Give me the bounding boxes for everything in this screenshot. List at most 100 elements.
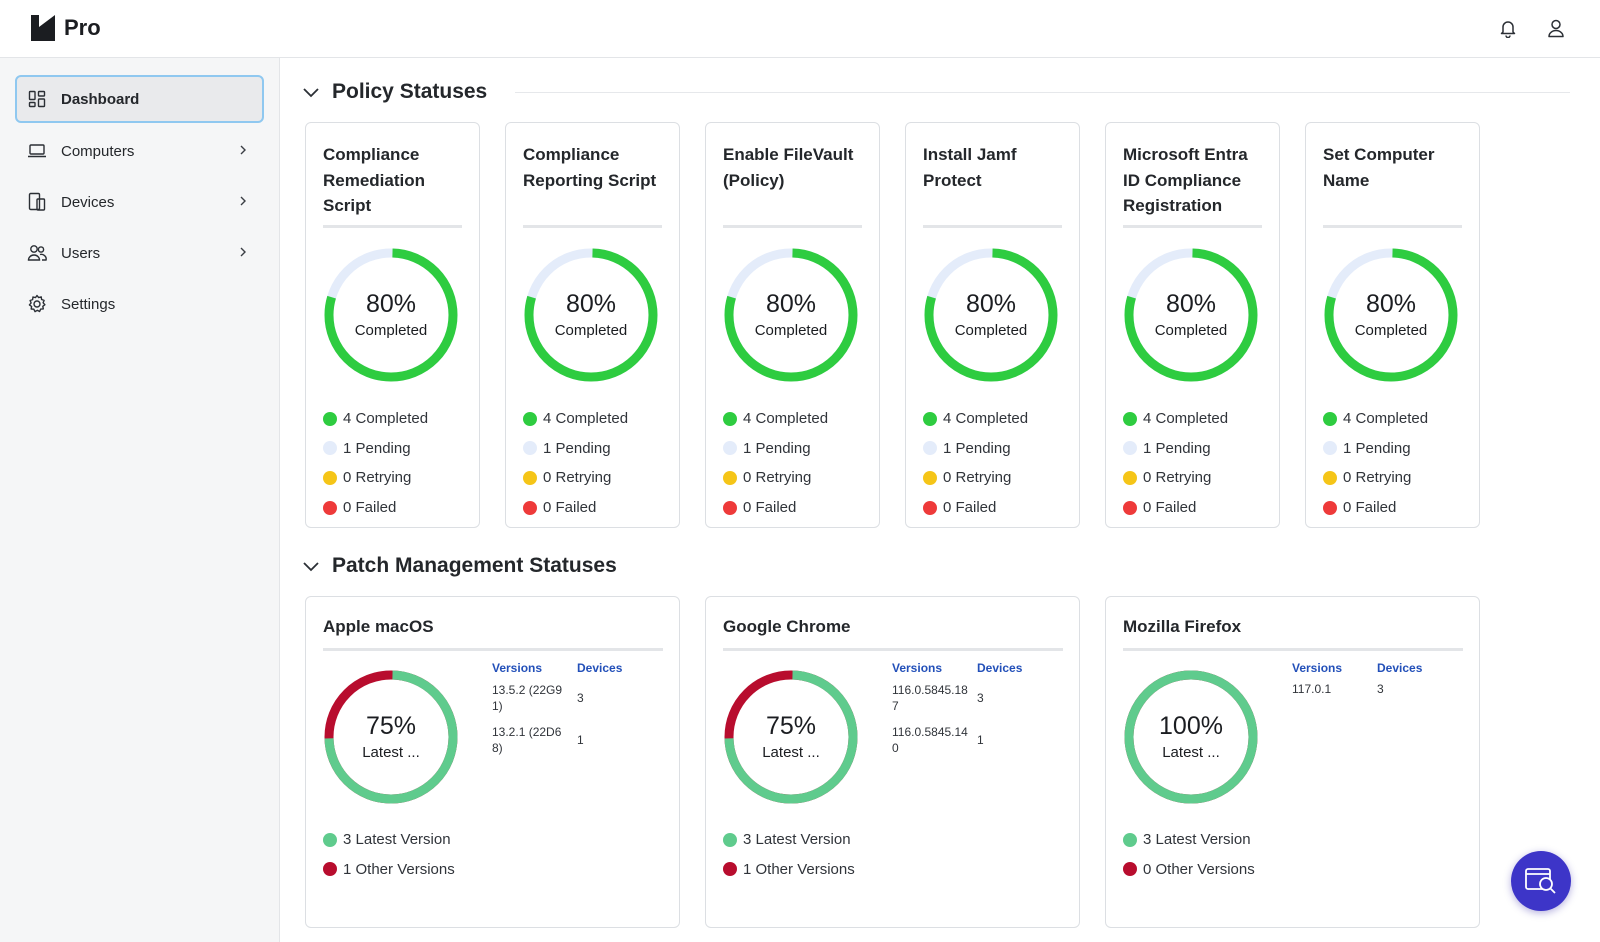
donut-center-text: 80% Completed — [922, 246, 1060, 384]
legend-item: 1 Pending — [723, 434, 828, 464]
card-title: Mozilla Firefox — [1123, 617, 1242, 636]
legend-label: 0 Failed — [743, 499, 797, 517]
card-divider — [1123, 648, 1463, 651]
versions-table-header: Versions Devices — [1292, 659, 1462, 677]
brand[interactable]: Pro — [28, 13, 101, 43]
sidebar-item-devices[interactable]: Devices — [15, 178, 264, 226]
sidebar-item-label: Devices — [61, 193, 115, 211]
user-icon[interactable] — [1543, 15, 1569, 41]
legend-label: 1 Pending — [943, 439, 1011, 457]
donut-value-arc — [1324, 248, 1458, 382]
chevron-down-icon[interactable] — [300, 555, 322, 577]
legend-dot-icon — [1323, 441, 1337, 456]
policy-card[interactable]: Compliance Reporting Script 80% Completed 4… — [505, 122, 680, 528]
legend-label: 0 Other Versions — [1143, 860, 1255, 878]
donut-percent: 80% — [565, 290, 617, 318]
users-icon — [27, 243, 47, 263]
sidebar-item-users[interactable]: Users — [15, 229, 264, 277]
status-legend: 4 Completed 1 Pending 0 Retrying 0 Failed — [723, 404, 828, 522]
search-window-button[interactable] — [1511, 851, 1571, 911]
status-legend: 4 Completed 1 Pending 0 Retrying 0 Failed — [323, 404, 428, 522]
devices-header[interactable]: Devices — [1377, 661, 1423, 675]
card-title: Install Jamf Protect — [923, 145, 1017, 190]
donut-subtitle: Completed — [554, 322, 628, 339]
legend-item: 0 Failed — [323, 493, 428, 523]
legend-dot-icon — [323, 862, 337, 877]
patch-card[interactable]: Apple macOS 75% Latest ... Versions Devices 1… — [305, 596, 680, 928]
chevron-right-icon — [240, 145, 246, 155]
legend-label: 0 Retrying — [743, 469, 812, 487]
legend-item: 0 Retrying — [1323, 463, 1428, 493]
donut-percent: 80% — [1365, 290, 1417, 318]
sidebar-item-settings[interactable]: Settings — [15, 280, 264, 328]
donut-subtitle: Completed — [1354, 322, 1428, 339]
legend-label: 1 Pending — [343, 439, 411, 457]
section-divider — [515, 92, 1570, 93]
donut-percent: 80% — [1165, 290, 1217, 318]
version-cell: 13.2.1 (22D68) — [492, 725, 562, 755]
status-legend: 4 Completed 1 Pending 0 Retrying 0 Failed — [923, 404, 1028, 522]
donut-center-text: 80% Completed — [722, 246, 860, 384]
donut-value-arc — [924, 248, 1058, 382]
devices-header[interactable]: Devices — [577, 661, 623, 675]
version-cell: 117.0.1 — [1292, 682, 1332, 696]
legend-dot-icon — [1123, 832, 1137, 847]
donut-chart: 75% Latest ... — [722, 668, 860, 806]
legend-dot-icon — [723, 441, 737, 456]
legend-dot-icon — [323, 411, 337, 426]
policy-section-header[interactable]: Policy Statuses — [300, 76, 487, 108]
legend-item: 4 Completed — [523, 404, 628, 434]
sidebar-item-label: Users — [61, 244, 101, 262]
card-title: Apple macOS — [323, 617, 434, 636]
card-title: Google Chrome — [723, 617, 851, 636]
legend-dot-icon — [523, 470, 537, 485]
top-bar: Pro — [0, 0, 1600, 58]
legend-label: 4 Completed — [943, 410, 1029, 428]
legend-dot-icon — [723, 500, 737, 515]
patch-card[interactable]: Google Chrome 75% Latest ... Versions Device… — [705, 596, 1080, 928]
sidebar-item-label: Computers — [61, 142, 135, 160]
legend-label: 0 Failed — [943, 499, 997, 517]
sidebar-item-dashboard[interactable]: Dashboard — [15, 75, 264, 123]
donut-value-arc — [524, 248, 658, 382]
card-divider — [323, 225, 462, 228]
legend-label: 1 Pending — [543, 439, 611, 457]
sidebar-item-label: Dashboard — [61, 90, 140, 108]
legend-item: 1 Other Versions — [723, 855, 855, 885]
legend-label: 4 Completed — [743, 410, 829, 428]
devices-cell: 3 — [577, 691, 584, 705]
chevron-down-icon[interactable] — [300, 81, 322, 103]
policy-card[interactable]: Install Jamf Protect 80% Completed 4 Comple… — [905, 122, 1080, 528]
devices-header[interactable]: Devices — [977, 661, 1023, 675]
patch-section-header[interactable]: Patch Management Statuses — [300, 550, 617, 582]
status-legend: 3 Latest Version 1 Other Versions — [723, 825, 855, 884]
legend-item: 1 Pending — [923, 434, 1028, 464]
legend-label: 3 Latest Version — [743, 831, 851, 849]
legend-item: 0 Failed — [1123, 493, 1228, 523]
donut-chart: 75% Latest ... — [322, 668, 460, 806]
card-divider — [1323, 225, 1462, 228]
versions-header[interactable]: Versions — [1292, 661, 1343, 675]
donut-subtitle: Completed — [354, 322, 428, 339]
legend-dot-icon — [1323, 411, 1337, 426]
legend-item: 1 Pending — [323, 434, 428, 464]
policy-card[interactable]: Compliance Remediation Script 80% Complete… — [305, 122, 480, 528]
legend-label: 1 Pending — [1343, 439, 1411, 457]
search-window-icon — [1525, 868, 1556, 894]
policy-card[interactable]: Set Computer Name 80% Completed 4 Completed… — [1305, 122, 1480, 528]
legend-label: 1 Other Versions — [343, 860, 455, 878]
grid-icon — [27, 89, 47, 109]
donut-chart: 100% Latest ... — [1122, 668, 1260, 806]
legend-dot-icon — [1123, 441, 1137, 456]
table-row: 116.0.5845.187 3 — [892, 677, 1062, 719]
policy-card[interactable]: Enable FileVault (Policy) 80% Completed 4 C… — [705, 122, 880, 528]
devices-cell: 3 — [977, 691, 984, 705]
legend-label: 4 Completed — [1143, 410, 1229, 428]
versions-header[interactable]: Versions — [492, 661, 543, 675]
versions-header[interactable]: Versions — [892, 661, 943, 675]
patch-card[interactable]: Mozilla Firefox 100% Latest ... Versions Dev… — [1105, 596, 1480, 928]
policy-card[interactable]: Microsoft Entra ID Compliance Registrati… — [1105, 122, 1280, 528]
bell-icon[interactable] — [1495, 15, 1521, 41]
sidebar-item-computers[interactable]: Computers — [15, 127, 264, 175]
legend-item: 0 Retrying — [923, 463, 1028, 493]
